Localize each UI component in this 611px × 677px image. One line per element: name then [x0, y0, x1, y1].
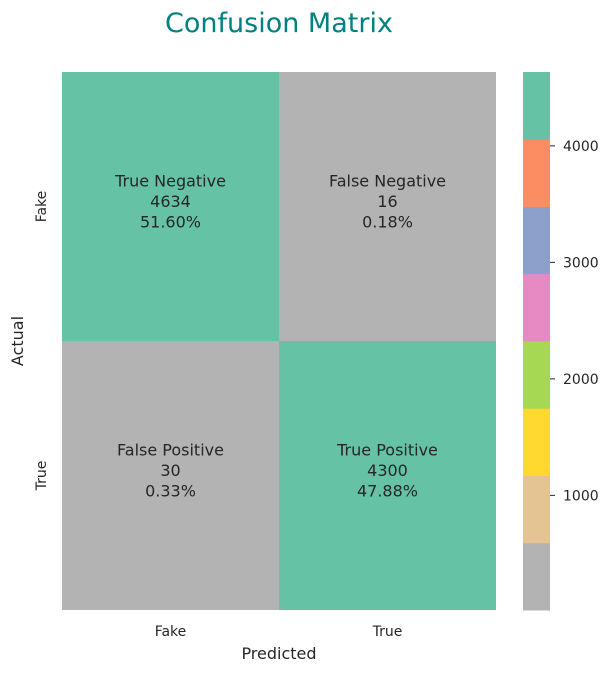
cell-annotation-count: 16	[377, 192, 397, 211]
x-tick-labels: Fake True	[155, 624, 403, 640]
colorbar-segment	[523, 341, 550, 409]
y-tick-label: Fake	[34, 191, 50, 223]
colorbar-segment	[523, 206, 550, 275]
colorbar-segment	[523, 475, 550, 544]
cell-annotation-count: 4300	[367, 461, 408, 480]
heatmap-cell	[62, 72, 279, 341]
colorbar-segment	[523, 542, 550, 611]
colorbar-segment	[523, 139, 550, 207]
x-tick-label: Fake	[155, 624, 187, 640]
colorbar-segment	[523, 72, 550, 140]
heatmap-cell	[279, 341, 496, 610]
cell-annotation-percent: 47.88%	[357, 482, 418, 501]
cell-annotation-label: True Positive	[336, 441, 438, 460]
y-axis-label: Actual	[8, 316, 27, 366]
colorbar-tick-label: 3000	[563, 255, 599, 271]
cell-annotation-label: True Negative	[114, 172, 226, 191]
cell-annotation-count: 30	[160, 461, 180, 480]
cell-annotation-label: False Negative	[329, 172, 446, 191]
colorbar-tick-label: 2000	[563, 372, 599, 388]
colorbar-segment	[523, 408, 550, 476]
y-tick-label: True	[34, 461, 50, 492]
cell-annotation-count: 4634	[150, 192, 191, 211]
x-axis-label: Predicted	[241, 644, 316, 663]
cell-annotation-percent: 51.60%	[140, 213, 201, 232]
cell-annotation-percent: 0.18%	[362, 213, 413, 232]
colorbar-tick-label: 1000	[563, 488, 599, 504]
y-tick-labels: Fake True	[34, 191, 50, 492]
chart-title: Confusion Matrix	[165, 8, 393, 39]
colorbar-tick-label: 4000	[563, 139, 599, 155]
colorbar-segment	[523, 273, 550, 342]
colorbar-ticks: 1000 2000 3000 4000	[550, 139, 599, 504]
colorbar	[523, 72, 550, 611]
heatmap-cell	[62, 341, 279, 610]
cell-annotation-percent: 0.33%	[145, 482, 196, 501]
x-tick-label: True	[372, 624, 403, 640]
cell-annotation-label: False Positive	[117, 441, 224, 460]
heatmap-cell	[279, 72, 496, 341]
